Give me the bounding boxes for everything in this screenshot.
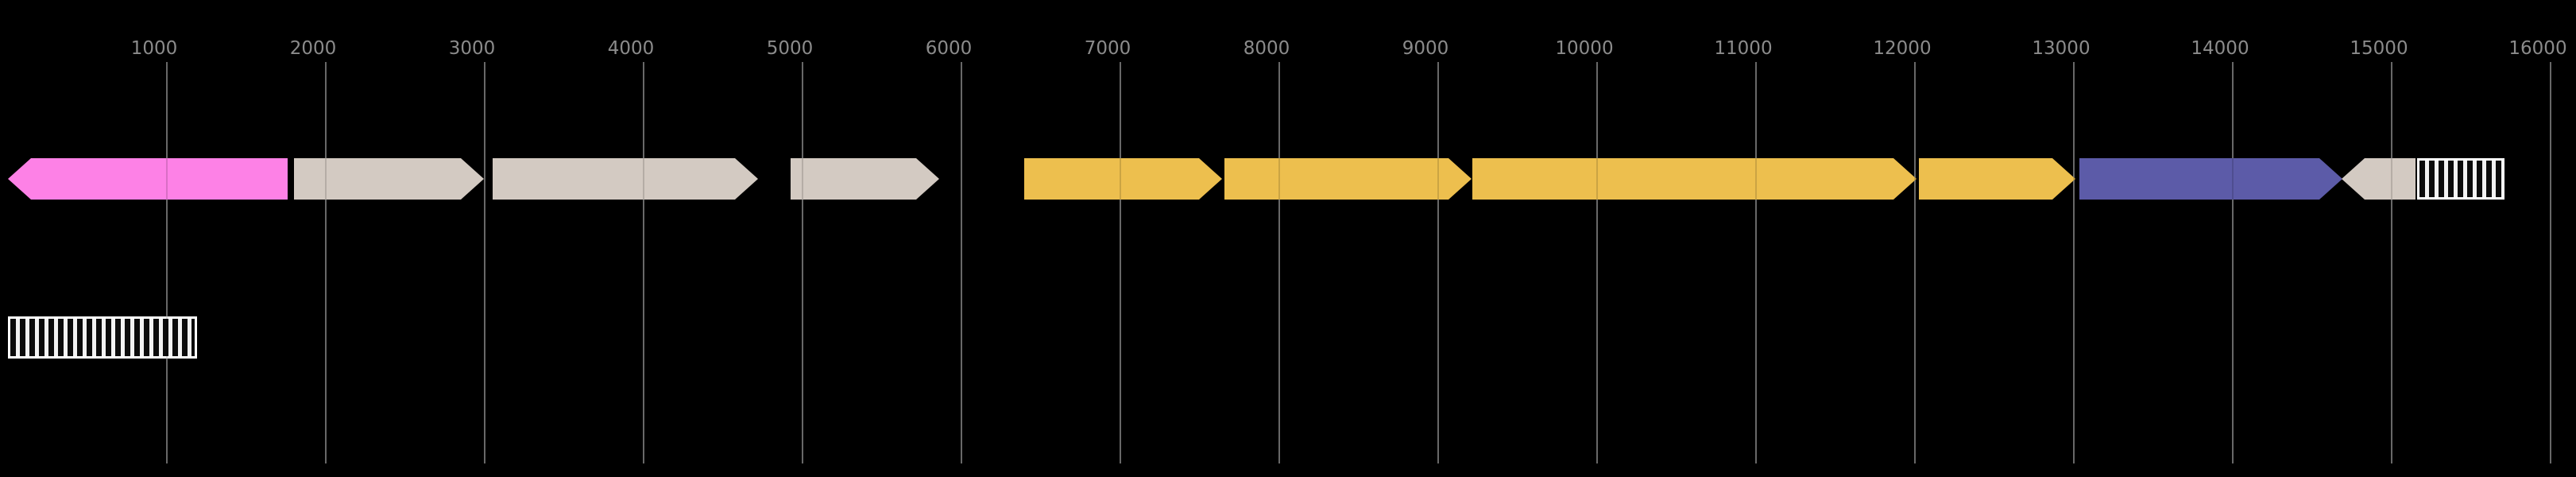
feature-4-right-arrow [791,158,939,200]
axis-gridline-overlay [2232,62,2234,463]
axis-tick-label: 4000 [607,38,655,59]
axis-tick-label: 3000 [448,38,496,59]
axis-gridline [1755,62,1757,463]
axis-tick-label: 8000 [1243,38,1290,59]
axis-tick-label: 2000 [289,38,337,59]
axis-gridline [1437,62,1439,463]
feature-3-right-arrow [493,158,758,200]
axis-tick-label: 11000 [1714,38,1773,59]
axis-tick-label: 16000 [2508,38,2567,59]
axis-tick-label: 14000 [2191,38,2249,59]
axis-gridline-overlay [325,62,327,463]
axis-tick-label: 5000 [766,38,814,59]
axis-gridline-overlay [802,62,803,463]
axis-tick-label: 10000 [1555,38,1614,59]
axis-gridline-overlay [1437,62,1439,463]
feature-6-right-arrow [1224,158,1472,200]
axis-gridline [2550,62,2551,463]
axis-tick-label: 12000 [1873,38,1932,59]
axis-gridline [1120,62,1121,463]
axis-tick-label: 15000 [2350,38,2408,59]
axis-gridline-overlay [166,62,168,463]
axis-tick-label: 13000 [2032,38,2091,59]
feature-8-right-arrow [1919,158,2075,200]
axis-tick-label: 9000 [1402,38,1449,59]
axis-gridline [2073,62,2075,463]
axis-gridline-overlay [2550,62,2551,463]
axis-gridline [325,62,327,463]
axis-gridline-overlay [961,62,962,463]
axis-gridline-overlay [1755,62,1757,463]
axis-gridline-overlay [2073,62,2075,463]
axis-gridline [802,62,803,463]
axis-gridline [961,62,962,463]
axis-gridline [2232,62,2234,463]
feature-2-right-arrow [294,158,484,200]
axis-gridline-overlay [2391,62,2392,463]
axis-gridline-overlay [1914,62,1916,463]
axis-gridline [166,62,168,463]
axis-gridline [2391,62,2392,463]
axis-gridline [1596,62,1598,463]
feature-12-striped-box [8,316,197,359]
feature-7-right-arrow [1472,158,1917,200]
axis-gridline [1278,62,1280,463]
axis-gridline-overlay [1596,62,1598,463]
feature-1-left-arrow [8,158,288,200]
axis-tick-label: 6000 [925,38,973,59]
feature-10-left-arrow [2342,158,2415,200]
feature-5-right-arrow [1024,158,1222,200]
axis-gridline [643,62,644,463]
feature-11-striped-box [2417,158,2504,200]
feature-9-right-arrow [2079,158,2342,200]
axis-gridline-overlay [643,62,644,463]
axis-tick-label: 7000 [1084,38,1131,59]
axis-gridline-overlay [1278,62,1280,463]
axis-gridline [484,62,485,463]
axis-gridline-overlay [484,62,485,463]
axis-gridline-overlay [1120,62,1121,463]
axis-tick-label: 1000 [130,38,178,59]
axis-gridline [1914,62,1916,463]
